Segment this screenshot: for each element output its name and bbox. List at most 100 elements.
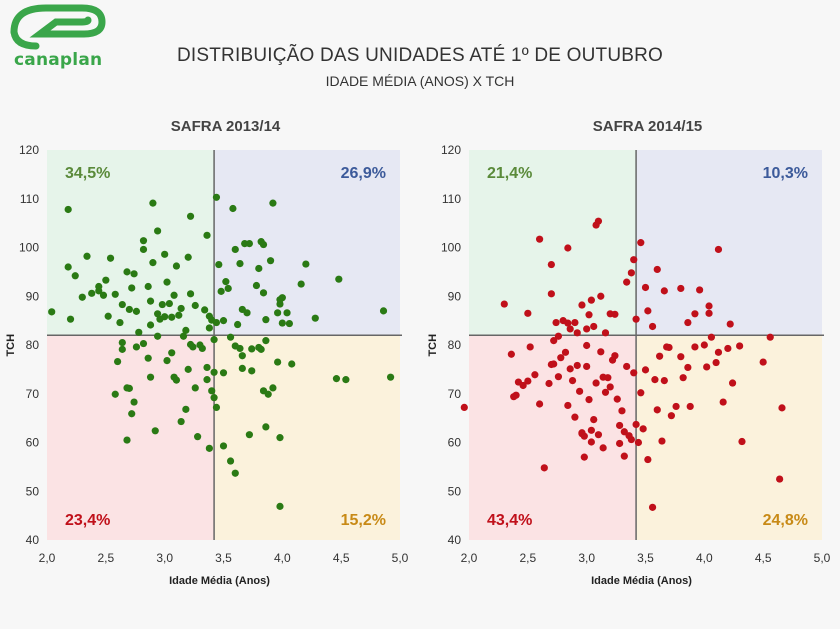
data-point <box>714 348 723 356</box>
quadrant-label-bottom-right: 24,8% <box>763 512 808 529</box>
data-point <box>705 309 713 317</box>
data-point <box>175 311 183 319</box>
data-point <box>170 291 178 299</box>
data-point <box>118 345 126 353</box>
chart-title: SAFRA 2014/15 <box>593 118 703 135</box>
data-point <box>146 373 155 381</box>
data-point <box>637 389 645 397</box>
data-point <box>205 324 213 332</box>
data-point <box>297 280 305 288</box>
data-point <box>106 254 115 262</box>
data-point <box>677 284 685 293</box>
data-point <box>766 333 774 341</box>
data-point <box>283 309 291 317</box>
data-point <box>114 357 122 366</box>
data-point <box>578 301 586 309</box>
data-point <box>703 363 711 371</box>
data-point <box>524 309 532 317</box>
logo-text: canaplan <box>14 50 103 70</box>
data-point <box>144 354 152 362</box>
data-point <box>186 290 195 298</box>
data-point <box>707 333 715 341</box>
data-point <box>738 437 746 446</box>
data-point <box>500 300 508 308</box>
y-tick-label: 100 <box>441 241 461 255</box>
data-point <box>262 423 270 431</box>
data-point <box>248 345 256 353</box>
data-point <box>123 268 131 276</box>
data-point <box>587 426 595 434</box>
data-point <box>182 326 190 334</box>
data-point <box>135 328 143 336</box>
data-point <box>545 379 553 388</box>
data-point <box>634 438 643 447</box>
data-point <box>599 444 607 452</box>
data-point <box>684 318 692 327</box>
data-point <box>616 421 624 430</box>
data-point <box>172 376 181 384</box>
data-point <box>564 319 572 327</box>
data-point <box>564 244 572 252</box>
data-point <box>203 231 211 239</box>
data-point <box>189 343 197 351</box>
data-point <box>507 350 515 358</box>
y-tick-label: 40 <box>26 533 40 547</box>
x-tick-label: 2,0 <box>461 551 478 565</box>
data-point <box>658 437 666 445</box>
data-point <box>186 212 195 220</box>
quadrant-top-left <box>47 150 215 336</box>
data-point <box>262 316 270 324</box>
y-tick-label: 110 <box>442 192 461 206</box>
data-point <box>66 315 75 323</box>
data-point <box>259 240 268 249</box>
data-point <box>226 457 235 465</box>
canaplan-logo: canaplan <box>6 4 116 76</box>
x-tick-label: 2,0 <box>39 551 56 565</box>
data-point <box>88 289 96 297</box>
data-point <box>177 417 185 426</box>
data-point <box>597 348 605 356</box>
data-point <box>644 307 652 315</box>
data-point <box>526 343 534 351</box>
data-point <box>212 403 221 411</box>
y-tick-label: 70 <box>26 387 40 401</box>
data-point <box>116 318 124 327</box>
data-point <box>144 282 152 291</box>
data-point <box>238 352 246 360</box>
data-point <box>684 363 692 372</box>
data-point <box>705 302 713 310</box>
quadrant-label-bottom-right: 15,2% <box>341 512 386 529</box>
data-point <box>644 455 652 464</box>
data-point <box>590 415 598 424</box>
data-point <box>203 363 211 372</box>
x-tick-label: 3,5 <box>637 551 654 565</box>
data-point <box>274 358 282 366</box>
data-point <box>573 361 581 370</box>
data-point <box>583 325 591 333</box>
y-tick-label: 60 <box>448 436 462 450</box>
data-point <box>172 262 181 270</box>
data-point <box>667 412 675 420</box>
data-point <box>234 320 242 329</box>
data-point <box>259 289 268 297</box>
data-point <box>332 375 341 383</box>
data-point <box>648 322 657 331</box>
data-point <box>311 314 319 322</box>
data-point <box>630 369 638 377</box>
data-point <box>587 438 595 446</box>
data-point <box>212 193 221 201</box>
data-point <box>566 365 574 373</box>
data-point <box>224 284 232 293</box>
data-point <box>691 343 699 351</box>
x-tick-label: 4,5 <box>755 551 772 565</box>
data-point <box>219 369 228 377</box>
quadrant-bottom-left <box>469 335 637 540</box>
data-point <box>611 310 619 318</box>
data-point <box>163 357 171 365</box>
data-point <box>252 281 261 290</box>
quadrant-top-left <box>469 150 637 336</box>
data-point <box>266 257 275 265</box>
data-point <box>222 278 230 286</box>
data-point <box>194 433 202 441</box>
